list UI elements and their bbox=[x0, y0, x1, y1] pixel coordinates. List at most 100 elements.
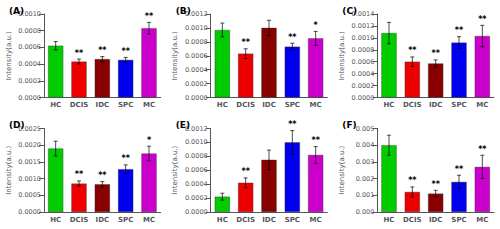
svg-text:**: ** bbox=[455, 165, 464, 174]
svg-text:0.0002: 0.0002 bbox=[185, 80, 208, 88]
svg-text:**: ** bbox=[431, 180, 440, 189]
svg-text:Intensity(a.u.): Intensity(a.u.) bbox=[338, 145, 346, 194]
svg-text:MC: MC bbox=[310, 101, 322, 109]
svg-text:**: ** bbox=[478, 145, 487, 154]
svg-text:**: ** bbox=[98, 171, 107, 180]
svg-text:**: ** bbox=[408, 176, 417, 185]
svg-text:**: ** bbox=[455, 26, 464, 35]
svg-text:0.0006: 0.0006 bbox=[18, 43, 41, 51]
svg-text:0.0010: 0.0010 bbox=[18, 175, 41, 183]
svg-text:0.003: 0.003 bbox=[356, 158, 375, 166]
svg-text:0.0005: 0.0005 bbox=[18, 191, 41, 199]
svg-text:0.0015: 0.0015 bbox=[18, 158, 41, 166]
svg-text:HC: HC bbox=[50, 101, 61, 109]
svg-text:DCIS: DCIS bbox=[236, 101, 255, 109]
svg-text:0.0020: 0.0020 bbox=[18, 141, 41, 149]
svg-text:0.0004: 0.0004 bbox=[185, 66, 208, 74]
svg-text:0.0000: 0.0000 bbox=[352, 94, 375, 102]
svg-text:0.0025: 0.0025 bbox=[18, 124, 41, 133]
svg-text:IDC: IDC bbox=[262, 101, 276, 109]
svg-text:**: ** bbox=[478, 15, 487, 24]
svg-text:(E): (E) bbox=[176, 120, 190, 130]
svg-text:Intensity(a.u.): Intensity(a.u.) bbox=[5, 31, 13, 80]
svg-text:**: ** bbox=[311, 136, 320, 145]
svg-text:**: ** bbox=[431, 49, 440, 58]
svg-text:0.004: 0.004 bbox=[356, 141, 375, 149]
svg-text:**: ** bbox=[98, 46, 107, 55]
svg-text:**: ** bbox=[288, 120, 297, 129]
svg-text:0.0008: 0.0008 bbox=[352, 46, 375, 54]
svg-text:MC: MC bbox=[143, 101, 155, 109]
svg-text:0.002: 0.002 bbox=[356, 175, 375, 183]
svg-text:(D): (D) bbox=[9, 120, 25, 130]
svg-text:SPC: SPC bbox=[118, 216, 133, 224]
svg-text:HC: HC bbox=[384, 216, 395, 224]
svg-text:0.0010: 0.0010 bbox=[185, 24, 208, 32]
svg-text:0.0008: 0.0008 bbox=[18, 27, 41, 35]
svg-text:*: * bbox=[147, 136, 152, 145]
svg-text:(F): (F) bbox=[342, 120, 356, 130]
svg-text:**: ** bbox=[75, 49, 84, 58]
svg-text:Intensity(a.u.): Intensity(a.u.) bbox=[171, 31, 179, 80]
svg-text:DCIS: DCIS bbox=[236, 216, 255, 224]
svg-text:Intensity(a.u.): Intensity(a.u.) bbox=[338, 31, 346, 80]
svg-text:SPC: SPC bbox=[451, 216, 466, 224]
svg-text:MC: MC bbox=[310, 216, 322, 224]
svg-text:0.0008: 0.0008 bbox=[185, 152, 208, 160]
svg-text:0.0004: 0.0004 bbox=[185, 180, 208, 188]
svg-text:HC: HC bbox=[217, 101, 228, 109]
svg-text:0.005: 0.005 bbox=[356, 125, 375, 133]
svg-text:**: ** bbox=[241, 38, 250, 47]
svg-text:SPC: SPC bbox=[118, 101, 133, 109]
svg-text:0.0012: 0.0012 bbox=[352, 22, 375, 30]
svg-text:SPC: SPC bbox=[451, 101, 466, 109]
svg-text:0.0002: 0.0002 bbox=[18, 77, 41, 85]
svg-text:0.0006: 0.0006 bbox=[185, 166, 208, 174]
svg-text:MC: MC bbox=[143, 216, 155, 224]
svg-text:DCIS: DCIS bbox=[70, 216, 89, 224]
svg-text:IDC: IDC bbox=[429, 216, 443, 224]
svg-text:0.0008: 0.0008 bbox=[185, 38, 208, 46]
svg-text:0.001: 0.001 bbox=[356, 191, 375, 199]
svg-text:IDC: IDC bbox=[429, 101, 443, 109]
svg-text:(B): (B) bbox=[176, 6, 191, 16]
svg-text:**: ** bbox=[121, 47, 130, 56]
svg-text:(A): (A) bbox=[9, 6, 24, 16]
svg-text:DCIS: DCIS bbox=[403, 101, 422, 109]
svg-text:**: ** bbox=[408, 46, 417, 55]
svg-text:Intensity(a.u.): Intensity(a.u.) bbox=[5, 145, 13, 194]
svg-text:MC: MC bbox=[476, 216, 488, 224]
svg-text:**: ** bbox=[288, 33, 297, 42]
svg-text:**: ** bbox=[145, 12, 154, 21]
svg-text:(C): (C) bbox=[342, 6, 357, 16]
svg-text:0.0002: 0.0002 bbox=[185, 194, 208, 202]
svg-text:IDC: IDC bbox=[96, 216, 110, 224]
svg-text:0.0002: 0.0002 bbox=[352, 82, 375, 90]
svg-text:0.0010: 0.0010 bbox=[352, 34, 375, 42]
svg-text:HC: HC bbox=[50, 216, 61, 224]
svg-text:0.0000: 0.0000 bbox=[185, 208, 208, 216]
svg-text:HC: HC bbox=[384, 101, 395, 109]
svg-text:**: ** bbox=[121, 154, 130, 163]
svg-text:0.0006: 0.0006 bbox=[185, 52, 208, 60]
svg-text:DCIS: DCIS bbox=[403, 216, 422, 224]
svg-text:HC: HC bbox=[217, 216, 228, 224]
svg-text:0.0000: 0.0000 bbox=[18, 94, 41, 102]
svg-text:SPC: SPC bbox=[285, 101, 300, 109]
svg-text:IDC: IDC bbox=[96, 101, 110, 109]
svg-text:0.0000: 0.0000 bbox=[185, 94, 208, 102]
svg-text:*: * bbox=[314, 21, 319, 30]
svg-text:DCIS: DCIS bbox=[70, 101, 89, 109]
svg-text:0.0010: 0.0010 bbox=[185, 138, 208, 146]
svg-text:0.0004: 0.0004 bbox=[352, 70, 375, 78]
svg-text:MC: MC bbox=[476, 101, 488, 109]
svg-text:SPC: SPC bbox=[285, 216, 300, 224]
svg-text:Intensity(a.u.): Intensity(a.u.) bbox=[171, 145, 179, 194]
svg-text:0.000: 0.000 bbox=[356, 208, 375, 216]
svg-text:0.0006: 0.0006 bbox=[352, 58, 375, 66]
svg-text:0.0000: 0.0000 bbox=[18, 208, 41, 216]
svg-text:**: ** bbox=[75, 170, 84, 179]
svg-text:**: ** bbox=[241, 167, 250, 176]
svg-text:0.0004: 0.0004 bbox=[18, 60, 41, 68]
svg-text:IDC: IDC bbox=[262, 216, 276, 224]
